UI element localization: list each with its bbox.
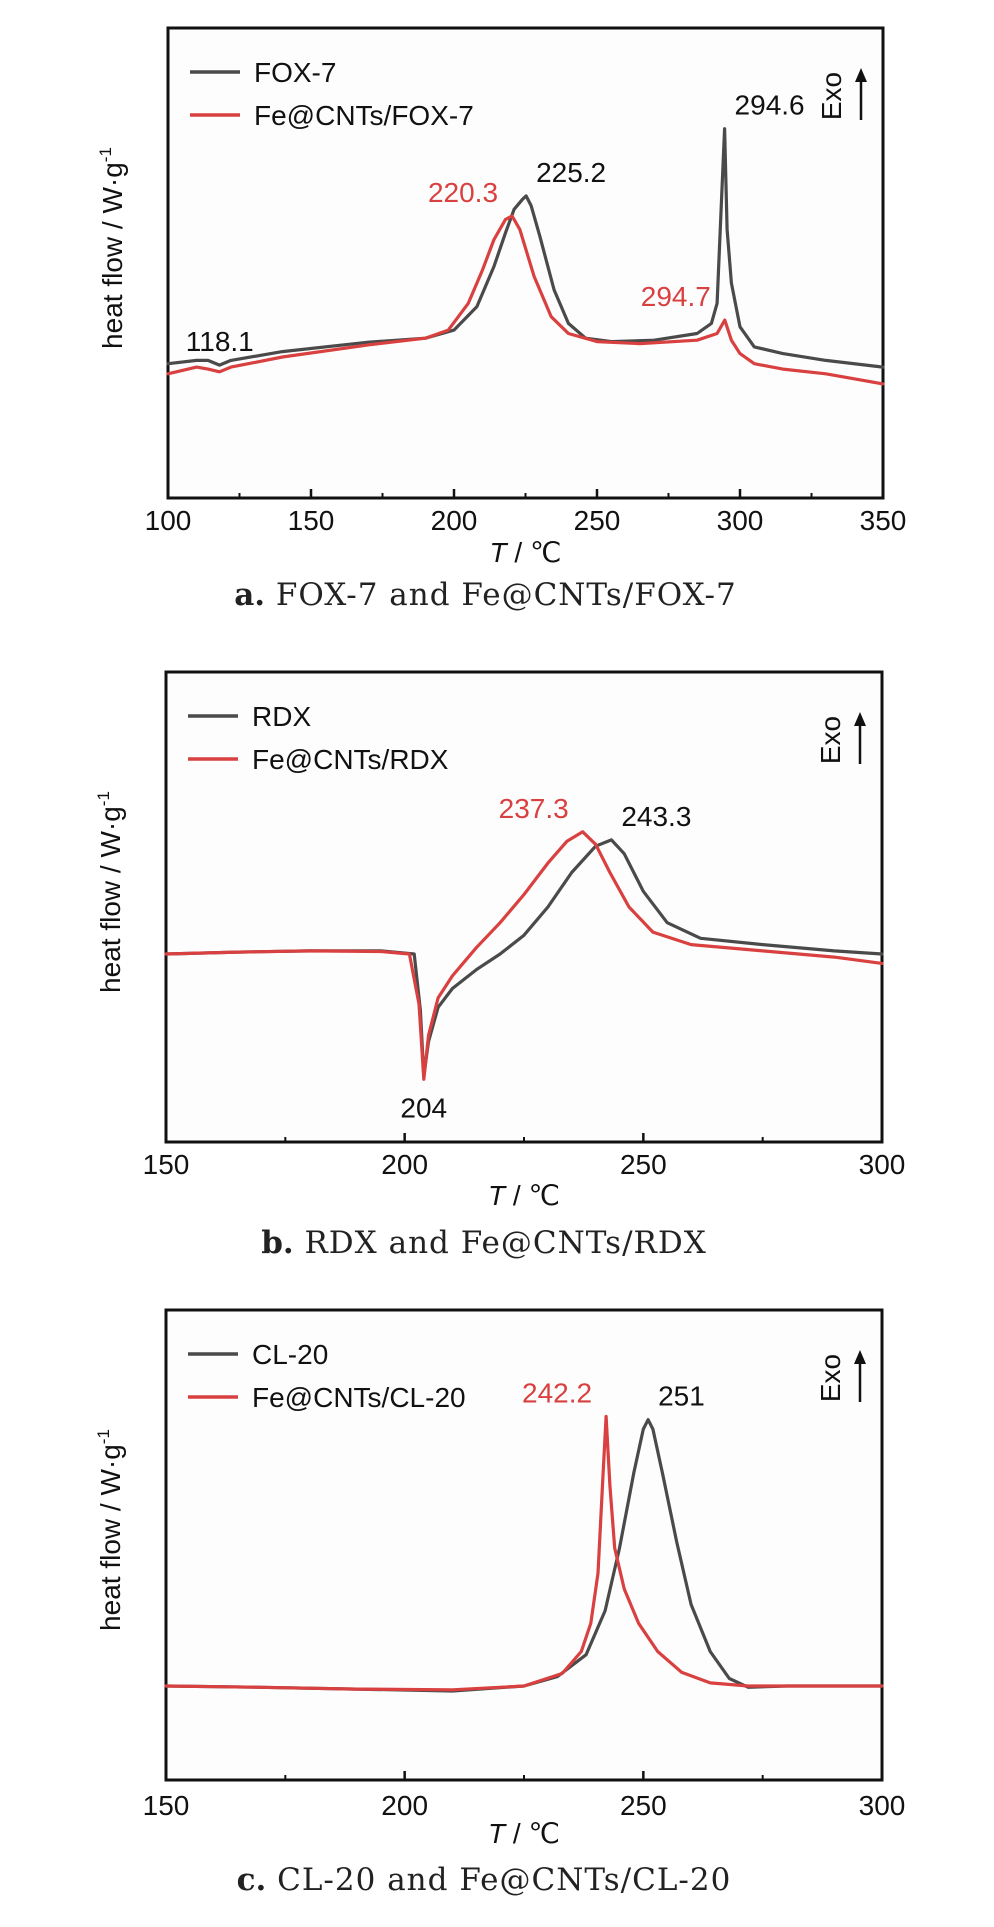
peak-annotation: 204 bbox=[400, 1092, 447, 1123]
x-tick-label: 300 bbox=[717, 505, 764, 536]
x-tick-label: 150 bbox=[143, 1149, 190, 1180]
series-line-1 bbox=[164, 830, 884, 1081]
chart-c: 150 200 250 300 T / ℃ heat flow / W·g-1 Exo CL-… bbox=[94, 1308, 906, 1898]
x-tick-label: 200 bbox=[431, 505, 478, 536]
exo-arrow-head-icon bbox=[855, 68, 867, 82]
peak-annotation: 220.3 bbox=[428, 177, 498, 208]
peak-annotation: 294.6 bbox=[735, 90, 805, 121]
legend-label: Fe@CNTs/FOX-7 bbox=[254, 100, 474, 131]
x-axis-label: T / ℃ bbox=[488, 1818, 560, 1849]
legend-label: Fe@CNTs/CL-20 bbox=[252, 1382, 466, 1413]
series-line-1 bbox=[166, 214, 885, 386]
x-axis-label: T / ℃ bbox=[488, 1180, 560, 1211]
peak-annotation: 225.2 bbox=[536, 157, 606, 188]
x-tick-label: 300 bbox=[859, 1790, 906, 1821]
x-axis-label: T / ℃ bbox=[490, 537, 562, 568]
chart-b: 150 200 250 300 T / ℃ heat flow / W·g-1 Exo RDX… bbox=[94, 670, 906, 1261]
legend-label: Fe@CNTs/RDX bbox=[252, 744, 449, 775]
panel-caption: a. FOX-7 and Fe@CNTs/FOX-7 bbox=[234, 577, 737, 613]
x-tick-label: 300 bbox=[859, 1149, 906, 1180]
legend-label: RDX bbox=[252, 701, 311, 732]
panel-caption: b. RDX and Fe@CNTs/RDX bbox=[261, 1225, 707, 1261]
plot-frame bbox=[164, 670, 884, 1144]
legend-label: CL-20 bbox=[252, 1339, 328, 1370]
exo-label: Exo bbox=[816, 72, 847, 120]
exo-label: Exo bbox=[815, 1354, 846, 1402]
plot-frame bbox=[164, 1308, 884, 1782]
x-tick-label: 200 bbox=[381, 1149, 428, 1180]
exo-arrow-head-icon bbox=[854, 712, 866, 726]
peak-annotation: 243.3 bbox=[621, 801, 691, 832]
peak-annotation: 118.1 bbox=[186, 326, 254, 357]
x-tick-label: 250 bbox=[620, 1790, 667, 1821]
x-tick-label: 200 bbox=[381, 1790, 428, 1821]
x-tick-label: 100 bbox=[145, 505, 192, 536]
x-tick-label: 250 bbox=[574, 505, 621, 536]
peak-annotation: 294.7 bbox=[641, 281, 711, 312]
exo-arrow-head-icon bbox=[854, 1350, 866, 1364]
peak-annotation: 242.2 bbox=[522, 1378, 592, 1409]
chart-a: 100 150 200 250 300 350 T / ℃ heat flow / W·g-1… bbox=[96, 26, 907, 613]
panel-caption: c. CL-20 and Fe@CNTs/CL-20 bbox=[237, 1862, 732, 1898]
series-line-0 bbox=[166, 127, 885, 369]
x-tick-label: 250 bbox=[620, 1149, 667, 1180]
y-axis-label: heat flow / W·g-1 bbox=[94, 1429, 126, 1631]
plot-frame bbox=[166, 26, 885, 500]
series-line-1 bbox=[164, 1414, 884, 1692]
legend-label: FOX-7 bbox=[254, 57, 336, 88]
x-tick-label: 350 bbox=[860, 505, 907, 536]
x-tick-label: 150 bbox=[143, 1790, 190, 1821]
exo-label: Exo bbox=[815, 716, 846, 764]
y-axis-label: heat flow / W·g-1 bbox=[96, 147, 128, 349]
y-axis-label: heat flow / W·g-1 bbox=[94, 791, 126, 993]
x-tick-label: 150 bbox=[288, 505, 335, 536]
peak-annotation: 237.3 bbox=[499, 793, 569, 824]
peak-annotation: 251 bbox=[658, 1381, 705, 1412]
